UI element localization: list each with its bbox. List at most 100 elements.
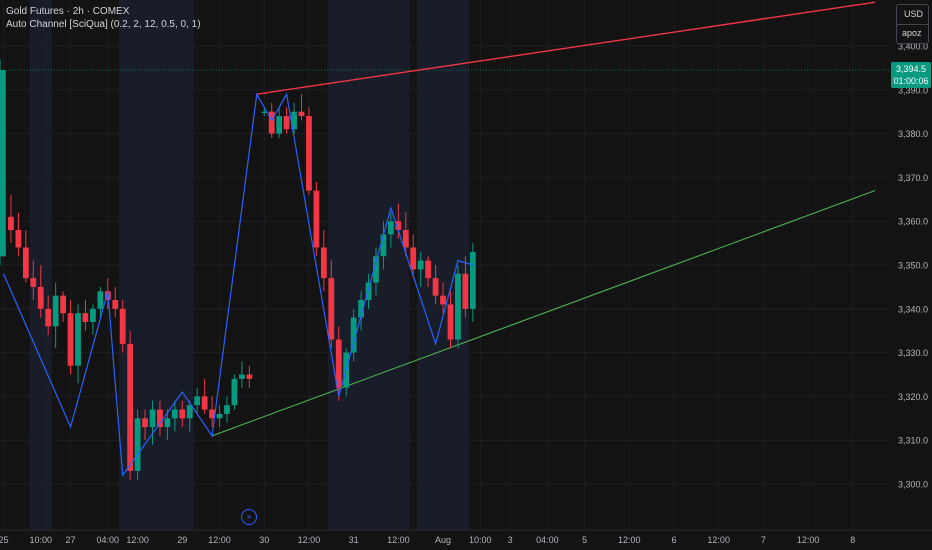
candle-body xyxy=(417,260,424,270)
symbol-title[interactable]: Gold Futures · 2h · COMEX xyxy=(6,6,130,17)
candle-body xyxy=(410,247,417,270)
price-axis[interactable]: 3,300.0 3,310.0 3,320.0 3,330.0 3,340.0 3,350… xyxy=(890,0,932,550)
price-tick-label: 3,390.0 xyxy=(898,85,928,95)
upper-channel-line xyxy=(256,1,876,95)
time-axis[interactable]: 25 10:00 27 04:00 12:00 29 12:00 30 12:00 31 12:00… xyxy=(0,529,932,550)
candle-body xyxy=(67,313,74,366)
candle-body xyxy=(365,282,372,301)
time-tick-label: 12:00 xyxy=(126,535,149,545)
time-tick-label: Aug xyxy=(435,535,451,545)
last-price-value: 3,394.5 xyxy=(895,64,927,74)
time-tick-label: 3 xyxy=(508,535,513,545)
currency-selector[interactable]: USD apoz xyxy=(896,4,929,44)
grid-lines xyxy=(0,0,890,530)
currency-label[interactable]: USD xyxy=(904,9,924,19)
candle-body xyxy=(276,116,283,134)
time-tick-label: 12:00 xyxy=(387,535,410,545)
chart-legend: Gold Futures · 2h · COMEX Auto Channel [… xyxy=(6,5,201,31)
candle-body xyxy=(239,374,245,379)
time-tick-label: 5 xyxy=(582,535,587,545)
candle-body xyxy=(261,111,268,113)
candle-body xyxy=(373,256,379,283)
indicator-title[interactable]: Auto Channel [SciQua] (0.2, 2, 12, 0.5, … xyxy=(6,19,201,30)
price-tick-label: 3,380.0 xyxy=(898,129,928,139)
candle-body xyxy=(149,409,156,428)
scale-mode-label[interactable]: apoz xyxy=(902,28,922,38)
candle-body xyxy=(231,378,238,406)
candle-body xyxy=(350,317,357,353)
time-tick-label: 10:00 xyxy=(469,535,492,545)
candle-body xyxy=(447,304,454,340)
candle-body xyxy=(60,295,66,314)
time-axis-bg xyxy=(0,530,890,550)
auto-channel-lines xyxy=(211,1,876,437)
candle-body xyxy=(306,116,312,191)
candle-body xyxy=(15,229,22,248)
candle-body xyxy=(45,308,52,327)
candle-body xyxy=(171,409,178,419)
candle-body xyxy=(455,273,461,340)
price-tick-label: 3,350.0 xyxy=(898,261,928,271)
candlestick-series xyxy=(0,59,476,480)
candle-body xyxy=(283,116,290,130)
candle-body xyxy=(216,413,223,419)
price-tick-label: 3,400.0 xyxy=(898,42,928,52)
candle-body xyxy=(142,418,148,428)
candle-body xyxy=(358,300,364,318)
candle-body xyxy=(402,229,409,248)
candle-body xyxy=(186,405,193,419)
candle-body xyxy=(246,374,253,379)
candle-body xyxy=(268,111,275,134)
time-tick-label: 7 xyxy=(761,535,766,545)
candle-body xyxy=(320,247,327,279)
candle-body xyxy=(328,278,335,340)
price-tick-label: 3,330.0 xyxy=(898,348,928,358)
price-tick-label: 3,310.0 xyxy=(898,436,928,446)
lower-channel-line xyxy=(211,190,876,437)
candle-body xyxy=(119,308,126,344)
candle-body xyxy=(82,313,89,322)
time-tick-label: 04:00 xyxy=(536,535,559,545)
price-tick-label: 3,340.0 xyxy=(898,304,928,314)
candle-body xyxy=(380,234,387,257)
time-tick-label: 31 xyxy=(349,535,359,545)
zigzag-path xyxy=(2,92,474,477)
candle-body xyxy=(127,343,134,471)
price-tick-label: 3,300.0 xyxy=(898,480,928,490)
candle-body xyxy=(313,190,320,248)
candle-body xyxy=(52,295,59,327)
time-tick-label: 25 xyxy=(0,535,9,545)
time-tick-label: 12:00 xyxy=(797,535,820,545)
time-tick-label: 8 xyxy=(850,535,855,545)
candle-body xyxy=(335,339,342,388)
candle-body xyxy=(8,216,14,230)
candle-body xyxy=(179,409,186,419)
time-tick-label: 29 xyxy=(177,535,187,545)
candle-body xyxy=(388,221,394,235)
candle-body xyxy=(22,247,29,279)
candle-body xyxy=(432,278,439,296)
time-tick-label: 30 xyxy=(259,535,269,545)
candle-body xyxy=(201,396,208,410)
time-tick-label: 04:00 xyxy=(97,535,120,545)
candle-body xyxy=(291,111,297,130)
candle-body xyxy=(134,418,141,471)
candle-body xyxy=(112,300,119,309)
price-tick-label: 3,370.0 xyxy=(898,173,928,183)
candle-body xyxy=(157,409,163,428)
double-chevron-right-icon[interactable]: » xyxy=(241,509,257,525)
price-axis-bg xyxy=(890,0,932,550)
candle-body xyxy=(194,396,201,406)
candle-body xyxy=(75,313,81,366)
candle-body xyxy=(469,251,476,309)
candle-body xyxy=(30,278,37,287)
price-tick-label: 3,320.0 xyxy=(898,392,928,402)
candle-body xyxy=(164,418,171,428)
bar-countdown: 01:00:06 xyxy=(893,76,929,86)
candle-body xyxy=(462,273,469,309)
candle-body xyxy=(97,291,104,309)
time-tick-label: 27 xyxy=(66,535,76,545)
divider xyxy=(897,24,928,25)
time-tick-label: 10:00 xyxy=(29,535,52,545)
